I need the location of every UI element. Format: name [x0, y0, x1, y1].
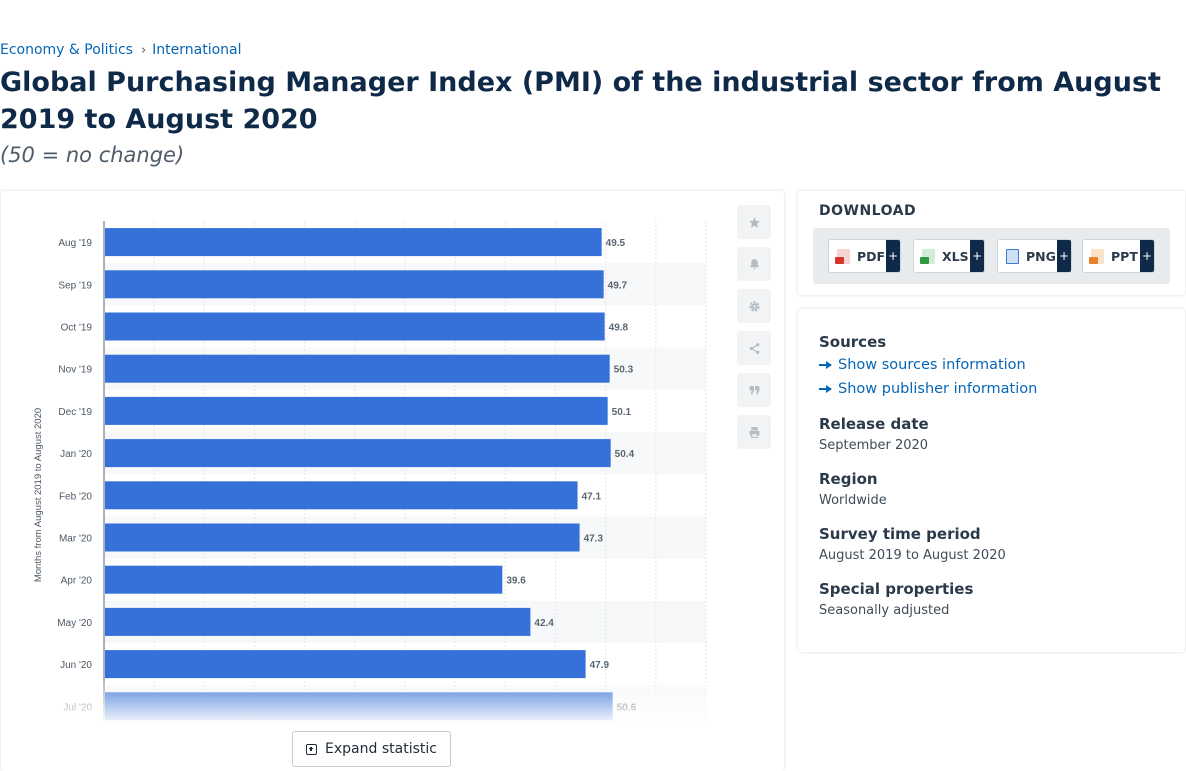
breadcrumb: Economy & Politics › International	[0, 42, 242, 58]
bar	[105, 565, 503, 594]
download-pdf-label: PDF	[857, 248, 886, 264]
category-label: Dec '19	[58, 407, 92, 418]
notification-button[interactable]	[737, 247, 771, 281]
download-ppt-label: PPT	[1111, 248, 1138, 264]
download-png-label: PNG	[1026, 248, 1056, 264]
gear-icon	[748, 300, 760, 312]
bar	[105, 354, 610, 383]
ppt-plus-icon: +	[1140, 240, 1154, 272]
xls-plus-icon: +	[970, 240, 984, 272]
download-xls-button[interactable]: XLS +	[913, 239, 985, 273]
data-label: 50.1	[612, 407, 632, 418]
xls-file-icon	[920, 248, 935, 264]
category-label: Nov '19	[58, 365, 92, 376]
data-label: 47.1	[582, 491, 602, 502]
special-properties-heading: Special properties	[819, 580, 974, 598]
share-icon	[749, 342, 759, 354]
data-label: 47.3	[584, 534, 604, 545]
category-label: Feb '20	[59, 491, 92, 502]
survey-period-value: August 2019 to August 2020	[819, 548, 1006, 563]
download-title: DOWNLOAD	[819, 203, 917, 219]
bar	[105, 312, 605, 341]
print-icon	[749, 426, 759, 438]
quote-icon	[749, 385, 759, 394]
data-label: 49.7	[608, 280, 628, 291]
data-label: 50.4	[615, 449, 635, 460]
show-publisher-link[interactable]: Show publisher information	[819, 381, 1037, 397]
png-file-icon	[1006, 248, 1019, 264]
bar	[105, 270, 604, 299]
statistic-info-card: Sources Show sources information Show pu…	[798, 309, 1185, 652]
category-label: Apr '20	[61, 576, 93, 587]
bar	[105, 607, 531, 636]
pdf-plus-icon: +	[886, 240, 900, 272]
data-label: 50.3	[614, 365, 634, 376]
category-label: Sep '19	[58, 280, 92, 291]
category-label: May '20	[57, 618, 92, 629]
category-label: Jun '20	[60, 660, 92, 671]
arrow-right-icon	[819, 385, 833, 393]
chart-tools	[737, 205, 771, 457]
expand-icon	[306, 743, 318, 755]
settings-button[interactable]	[737, 289, 771, 323]
download-options: PDF + XLS + PNG + PPT +	[813, 228, 1170, 284]
survey-period-heading: Survey time period	[819, 525, 981, 543]
expand-statistic-button[interactable]: Expand statistic	[292, 731, 451, 767]
bar	[105, 396, 608, 425]
page-title: Global Purchasing Manager Index (PMI) of…	[0, 67, 1161, 135]
bell-icon	[749, 258, 759, 269]
bar	[105, 481, 578, 510]
download-ppt-button[interactable]: PPT +	[1082, 239, 1155, 273]
category-label: Aug '19	[58, 238, 92, 249]
cite-button[interactable]	[737, 373, 771, 407]
download-pdf-button[interactable]: PDF +	[828, 239, 901, 273]
breadcrumb-international[interactable]: International	[152, 42, 242, 58]
show-sources-label: Show sources information	[838, 357, 1026, 373]
data-label: 49.5	[606, 238, 626, 249]
release-date-heading: Release date	[819, 415, 929, 433]
show-publisher-label: Show publisher information	[838, 381, 1038, 397]
breadcrumb-separator: ›	[140, 43, 147, 58]
arrow-right-icon	[819, 361, 833, 369]
data-label: 47.9	[590, 660, 610, 671]
category-label: Mar '20	[59, 534, 92, 545]
release-date-value: September 2020	[819, 438, 929, 453]
data-label: 49.8	[609, 323, 629, 334]
page-subtitle: (50 = no change)	[0, 143, 185, 167]
data-label: 39.6	[506, 576, 526, 587]
special-properties-value: Seasonally adjusted	[819, 603, 950, 618]
png-plus-icon: +	[1057, 240, 1071, 272]
download-png-button[interactable]: PNG +	[997, 239, 1072, 273]
show-sources-link[interactable]: Show sources information	[819, 357, 1026, 373]
sources-heading: Sources	[819, 333, 887, 351]
bar	[105, 439, 611, 468]
share-button[interactable]	[737, 331, 771, 365]
region-heading: Region	[819, 470, 878, 488]
favorite-button[interactable]	[737, 205, 771, 239]
chart-card: Aug '19 49.5 Sep '19 49.7 Oct '19 49.8 Nov '19…	[1, 191, 784, 771]
y-axis-title: Months from August 2019 to August 2020	[33, 408, 44, 582]
ppt-file-icon	[1089, 248, 1104, 264]
bar	[105, 523, 580, 552]
expand-statistic-label: Expand statistic	[325, 741, 437, 757]
download-xls-label: XLS	[942, 248, 969, 264]
category-label: Oct '19	[61, 323, 93, 334]
star-icon	[748, 216, 760, 228]
print-button[interactable]	[737, 415, 771, 449]
data-label: 42.4	[534, 618, 554, 629]
download-card: DOWNLOAD PDF + XLS + PNG + PPT +	[798, 191, 1185, 295]
pdf-file-icon	[835, 248, 850, 264]
category-label: Jan '20	[60, 449, 92, 460]
breadcrumb-economy-politics[interactable]: Economy & Politics	[0, 42, 133, 58]
bar	[105, 650, 586, 679]
region-value: Worldwide	[819, 493, 887, 508]
bar	[105, 228, 602, 257]
